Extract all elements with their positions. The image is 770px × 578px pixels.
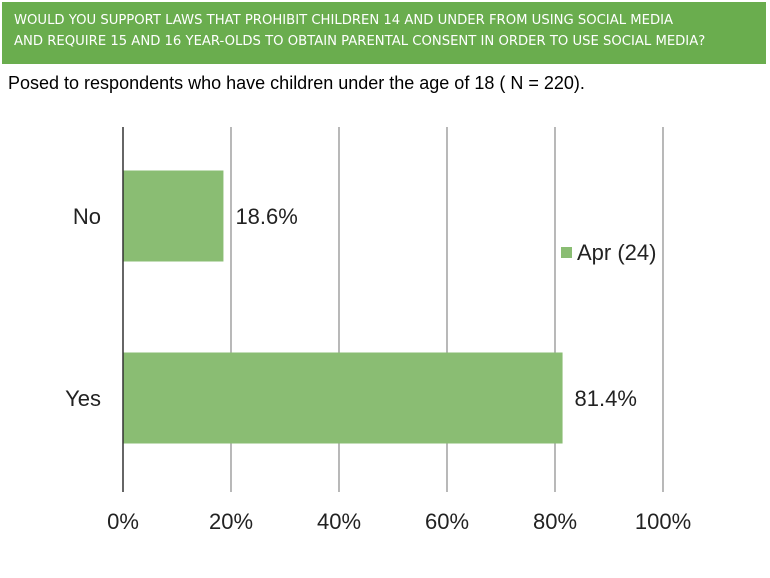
category-label-yes: Yes bbox=[65, 386, 101, 411]
x-tick-label-20: 20% bbox=[209, 509, 253, 534]
x-tick-label-0: 0% bbox=[107, 509, 139, 534]
x-tick-label-80: 80% bbox=[533, 509, 577, 534]
x-tick-label-40: 40% bbox=[317, 509, 361, 534]
legend-swatch bbox=[561, 247, 572, 258]
chart-title-line-2: AND REQUIRE 15 AND 16 YEAR-OLDS TO OBTAI… bbox=[14, 34, 706, 49]
bar-no bbox=[123, 170, 224, 262]
chart-subtitle: Posed to respondents who have children u… bbox=[8, 73, 585, 93]
category-label-no: No bbox=[73, 204, 101, 229]
x-tick-label-100: 100% bbox=[635, 509, 691, 534]
chart-title-banner: WOULD YOU SUPPORT LAWS THAT PROHIBIT CHI… bbox=[2, 2, 766, 64]
bar-yes bbox=[123, 352, 563, 444]
chart-title-line-1: WOULD YOU SUPPORT LAWS THAT PROHIBIT CHI… bbox=[14, 13, 674, 28]
data-label-no: 18.6% bbox=[235, 204, 297, 229]
x-tick-label-60: 60% bbox=[425, 509, 469, 534]
data-label-yes: 81.4% bbox=[575, 386, 637, 411]
legend-label: Apr (24) bbox=[577, 240, 656, 265]
